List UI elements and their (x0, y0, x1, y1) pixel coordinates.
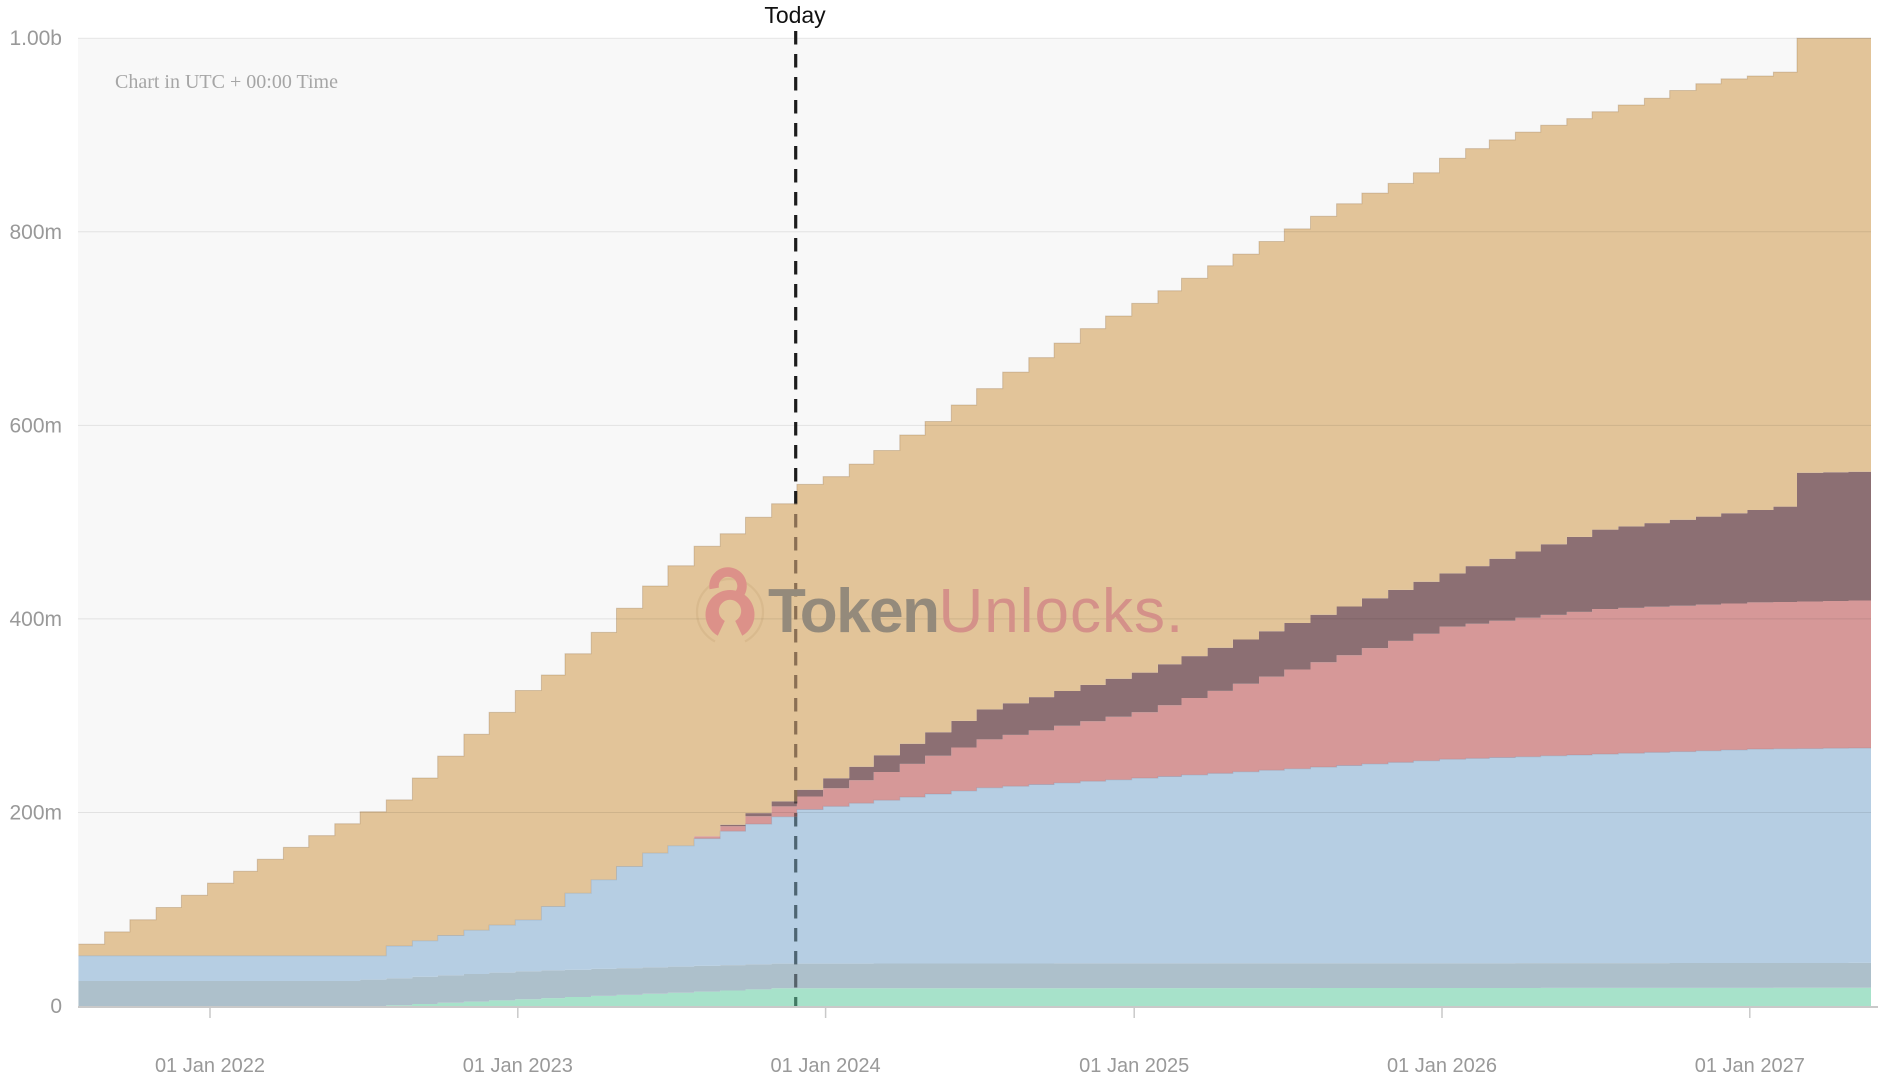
svg-text:01 Jan 2025: 01 Jan 2025 (1079, 1055, 1189, 1077)
svg-text:600m: 600m (9, 414, 62, 437)
svg-text:Today: Today (764, 2, 826, 28)
svg-text:1.00b: 1.00b (9, 27, 62, 50)
svg-text:0: 0 (50, 995, 62, 1018)
svg-text:01 Jan 2024: 01 Jan 2024 (771, 1055, 881, 1077)
svg-text:200m: 200m (9, 802, 62, 825)
svg-text:01 Jan 2027: 01 Jan 2027 (1695, 1055, 1805, 1077)
svg-text:TokenUnlocks.: TokenUnlocks. (768, 577, 1184, 646)
svg-text:Chart in UTC + 00:00 Time: Chart in UTC + 00:00 Time (115, 71, 338, 93)
svg-text:01 Jan 2023: 01 Jan 2023 (463, 1055, 573, 1077)
svg-text:800m: 800m (9, 221, 62, 244)
svg-text:400m: 400m (9, 608, 62, 631)
svg-text:01 Jan 2022: 01 Jan 2022 (155, 1055, 265, 1077)
svg-text:01 Jan 2026: 01 Jan 2026 (1387, 1055, 1497, 1077)
